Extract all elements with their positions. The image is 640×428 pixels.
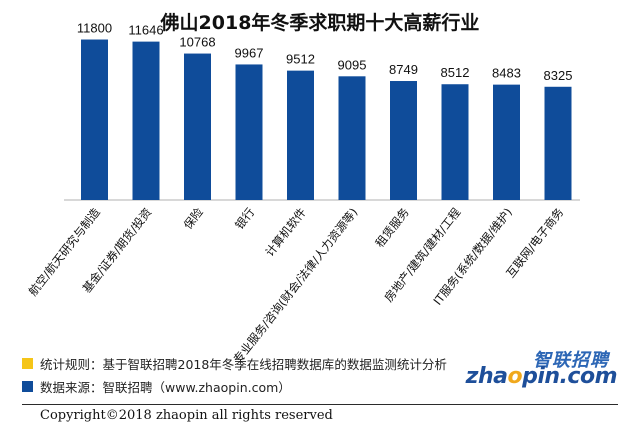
footer-divider [22,404,618,405]
bar [235,64,263,201]
bar-value-label: 8325 [544,68,573,83]
bar [81,39,108,200]
x-tick-label: 银行 [232,205,257,232]
bar [287,70,314,200]
legend-label-rules: 统计规则：基于智联招聘2018年冬季在线招聘数据库的数据监测统计分析 [40,356,447,372]
bar-value-label: 11646 [128,23,163,38]
zhaopin-logo: 智联招聘 zhaopin.com [466,346,623,398]
bar-value-label: 8483 [492,66,521,81]
logo-en-accent: o [507,364,523,389]
bar [184,53,211,200]
bar-value-label: 9512 [286,52,315,67]
legend-swatch-yellow [22,357,33,369]
logo-en-pre: zha [465,364,508,389]
legend-item-source: 数据来源：智联招聘（www.zhaopin.com） [22,378,291,395]
bar-chart: 11800航空/航天研究与制造11646基金/证券/期货/投资10768保险99… [26,21,580,360]
x-tick-label: 计算机软件 [262,205,308,259]
bar [493,84,520,200]
bar [132,41,160,201]
chart-title: 佛山2018年冬季求职期十大高薪行业 [160,12,480,34]
bar-value-label: 10768 [179,35,215,50]
x-tick-label: 租赁服务 [373,205,413,250]
bar-value-label: 11800 [77,21,112,36]
copyright-text: Copyright©2018 zhaopin all rights reserv… [40,408,333,423]
legend-swatch-blue [22,380,33,392]
legend-label-source: 数据来源：智联招聘（www.zhaopin.com） [40,379,291,395]
bar-value-label: 8749 [389,62,418,77]
bar [390,81,417,200]
bar-value-label: 9967 [235,45,264,60]
bar-value-label: 8512 [441,65,470,80]
x-tick-label: 保险 [181,205,207,232]
logo-chinese: 智联招聘 [533,350,609,371]
logo-english: zhaopin.com [465,364,618,389]
bar-value-label: 9095 [338,57,367,72]
bar [544,86,572,200]
legend-item-rules: 统计规则：基于智联招聘2018年冬季在线招聘数据库的数据监测统计分析 [22,355,447,372]
bar [441,84,469,200]
bar [338,76,366,200]
logo-en-post: pin.com [522,364,617,389]
